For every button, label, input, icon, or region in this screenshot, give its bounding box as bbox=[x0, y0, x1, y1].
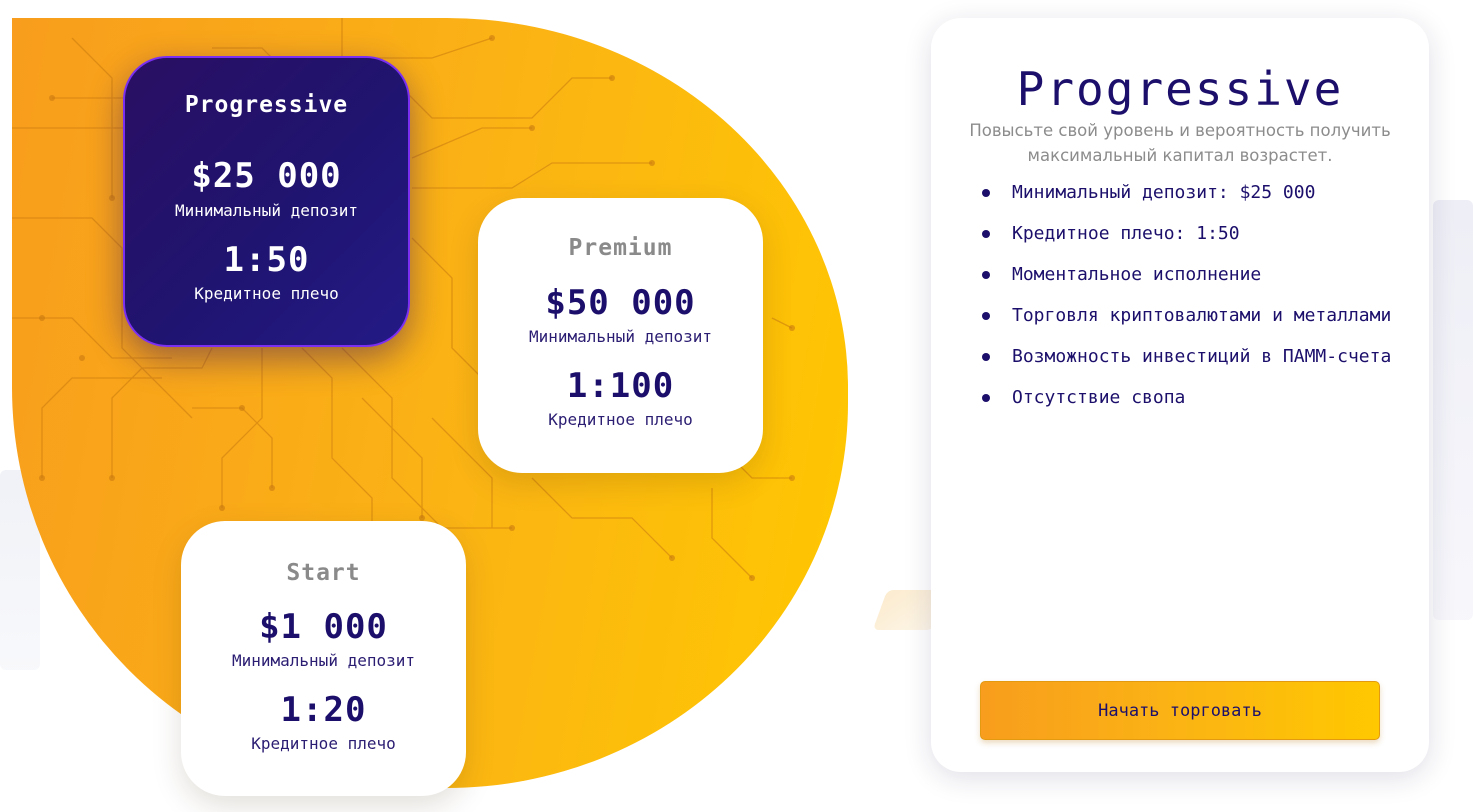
plan-min-deposit-label: Минимальный депозит bbox=[528, 327, 713, 346]
feature-item: Моментальное исполнение bbox=[981, 262, 1401, 287]
plan-min-deposit-amount: $25 000 bbox=[191, 156, 342, 196]
feature-list: Минимальный депозит: $25 000 Кредитное п… bbox=[981, 180, 1401, 426]
feature-text: Торговля криптовалютами и металлами bbox=[1012, 305, 1392, 326]
plan-leverage-value: 1:20 bbox=[280, 690, 367, 730]
feature-item: Отсутствие свопа bbox=[981, 385, 1401, 410]
plan-min-deposit-label: Минимальный депозит bbox=[174, 201, 359, 220]
bullet-dot-icon bbox=[982, 352, 990, 361]
background-decoration bbox=[1433, 200, 1473, 620]
plan-leverage-label: Кредитное плечо bbox=[251, 734, 396, 753]
feature-item: Торговля криптовалютами и металлами bbox=[981, 303, 1401, 328]
plan-leverage-value: 1:50 bbox=[223, 240, 310, 280]
plan-card-progressive[interactable]: Progressive $25 000 Минимальный депозит … bbox=[123, 56, 410, 347]
plan-min-deposit-label: Минимальный депозит bbox=[231, 651, 416, 670]
plan-name: Premium bbox=[568, 235, 673, 261]
feature-item: Минимальный депозит: $25 000 bbox=[981, 180, 1401, 205]
bullet-dot-icon bbox=[982, 188, 990, 197]
plan-details-panel: Progressive Повысьте свой уровень и веро… bbox=[931, 18, 1429, 772]
feature-item: Возможность инвестиций в ПАММ-счета bbox=[981, 344, 1401, 369]
feature-text: Минимальный депозит: $25 000 bbox=[1012, 182, 1316, 203]
bullet-dot-icon bbox=[982, 270, 990, 279]
feature-text: Моментальное исполнение bbox=[1012, 264, 1262, 285]
feature-text: Отсутствие свопа bbox=[1012, 387, 1186, 408]
plan-leverage-label: Кредитное плечо bbox=[548, 410, 693, 429]
plan-card-start[interactable]: Start $1 000 Минимальный депозит 1:20 Кр… bbox=[181, 521, 466, 796]
plan-leverage-label: Кредитное плечо bbox=[194, 284, 339, 303]
start-trading-button[interactable]: Начать торговать bbox=[980, 681, 1380, 740]
plan-min-deposit-amount: $50 000 bbox=[545, 283, 696, 323]
plan-name: Progressive bbox=[184, 92, 349, 118]
feature-item: Кредитное плечо: 1:50 bbox=[981, 221, 1401, 246]
detail-title: Progressive bbox=[1016, 62, 1344, 116]
bullet-dot-icon bbox=[982, 229, 990, 238]
bullet-dot-icon bbox=[982, 393, 990, 402]
bullet-dot-icon bbox=[982, 311, 990, 320]
detail-description: Повысьте свой уровень и вероятность полу… bbox=[969, 121, 1391, 165]
plan-card-premium[interactable]: Premium $50 000 Минимальный депозит 1:10… bbox=[478, 198, 763, 473]
plan-name: Start bbox=[286, 560, 361, 586]
circuit-pattern bbox=[12, 18, 795, 581]
feature-text: Кредитное плечо: 1:50 bbox=[1012, 223, 1240, 244]
plan-min-deposit-amount: $1 000 bbox=[259, 607, 388, 647]
feature-text: Возможность инвестиций в ПАММ-счета bbox=[1012, 346, 1392, 367]
plan-leverage-value: 1:100 bbox=[566, 366, 675, 406]
